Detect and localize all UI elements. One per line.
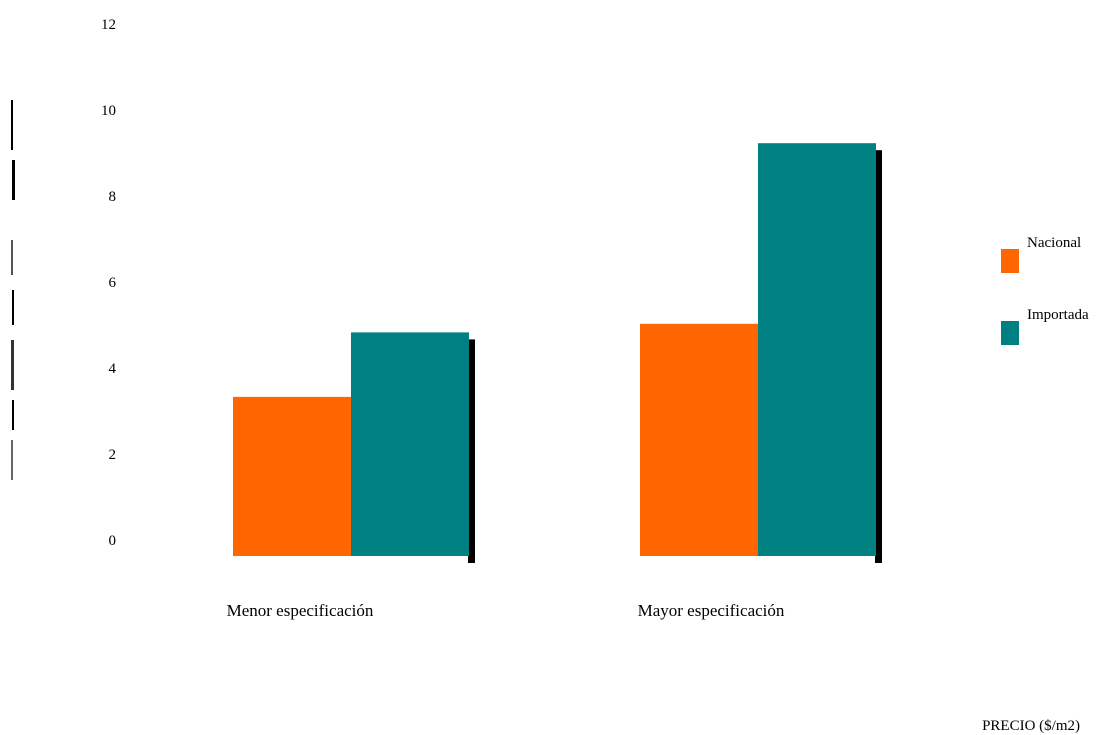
legend-swatch-importada xyxy=(1001,321,1019,345)
legend-label-nacional: Nacional xyxy=(1027,235,1081,251)
y-tick-label: 2 xyxy=(109,447,117,463)
bar-shadow xyxy=(875,150,882,563)
legend: Nacional Importada xyxy=(1001,235,1089,345)
category-label: Menor especificación xyxy=(227,601,374,620)
x-axis-label: PRECIO ($/m2) xyxy=(982,718,1080,734)
y-tick-label: 4 xyxy=(109,361,117,377)
legend-label-importada: Importada xyxy=(1027,307,1089,323)
y-tick-label: 8 xyxy=(109,189,117,205)
category-label: Mayor especificación xyxy=(638,601,785,620)
bar-shadow xyxy=(468,339,475,563)
y-tick-label: 10 xyxy=(101,103,116,119)
y-tick-label: 12 xyxy=(101,17,116,33)
legend-swatch-nacional xyxy=(1001,249,1019,273)
bar-importada-0 xyxy=(351,332,469,556)
left-edge-artifact xyxy=(11,100,15,480)
bar-importada-1 xyxy=(758,143,876,556)
bar-nacional-1 xyxy=(640,323,758,556)
bar-nacional-0 xyxy=(233,396,351,556)
y-tick-label: 6 xyxy=(109,275,117,291)
category-axis: Menor especificación Mayor especificación xyxy=(227,601,785,620)
bars xyxy=(233,143,882,563)
y-axis: 0 2 4 6 8 10 12 xyxy=(101,17,117,549)
y-tick-label: 0 xyxy=(109,533,117,549)
